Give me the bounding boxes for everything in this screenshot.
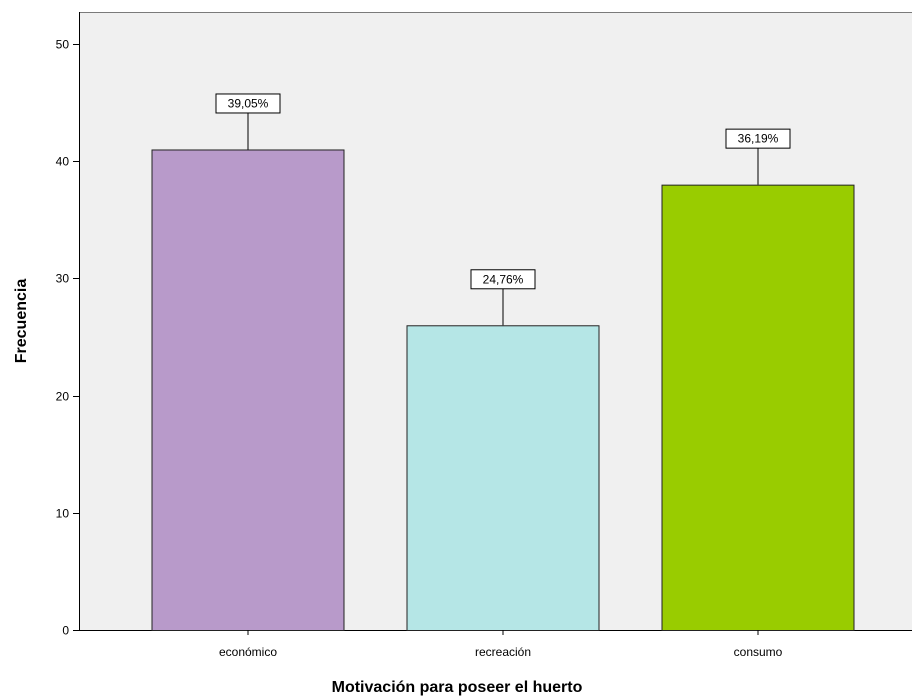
data-label: 36,19%: [725, 128, 791, 185]
x-tick-label: recreación: [475, 645, 531, 659]
bar: [406, 325, 600, 631]
data-label-text: 36,19%: [738, 132, 779, 146]
x-axis-title: Motivación para poseer el huerto: [332, 679, 583, 696]
data-label-box: [215, 93, 281, 114]
x-axis-ticks: económico recreación consumo: [219, 630, 783, 659]
bar: [151, 149, 345, 631]
data-label-box: [470, 269, 536, 290]
data-label-text: 39,05%: [228, 96, 269, 110]
data-label: 39,05%: [215, 93, 281, 150]
y-tick-label: 40: [56, 155, 70, 169]
data-label-text: 24,76%: [483, 272, 524, 286]
y-axis-title: Frecuencia: [13, 279, 30, 364]
y-tick-label: 30: [56, 272, 70, 286]
y-tick-label: 20: [56, 390, 70, 404]
y-tick-label: 0: [62, 624, 69, 638]
data-label-box: [725, 128, 791, 149]
data-label: 24,76%: [470, 269, 536, 326]
x-tick-label: consumo: [734, 645, 783, 659]
y-tick-label: 10: [56, 507, 70, 521]
x-tick-label: económico: [219, 645, 277, 659]
y-tick-label: 50: [56, 38, 70, 52]
bar: [661, 184, 855, 631]
bars-group: 39,05% 24,76% 36,19%: [151, 93, 855, 631]
y-axis-ticks: 0 10 20 30 40 50: [56, 38, 79, 638]
